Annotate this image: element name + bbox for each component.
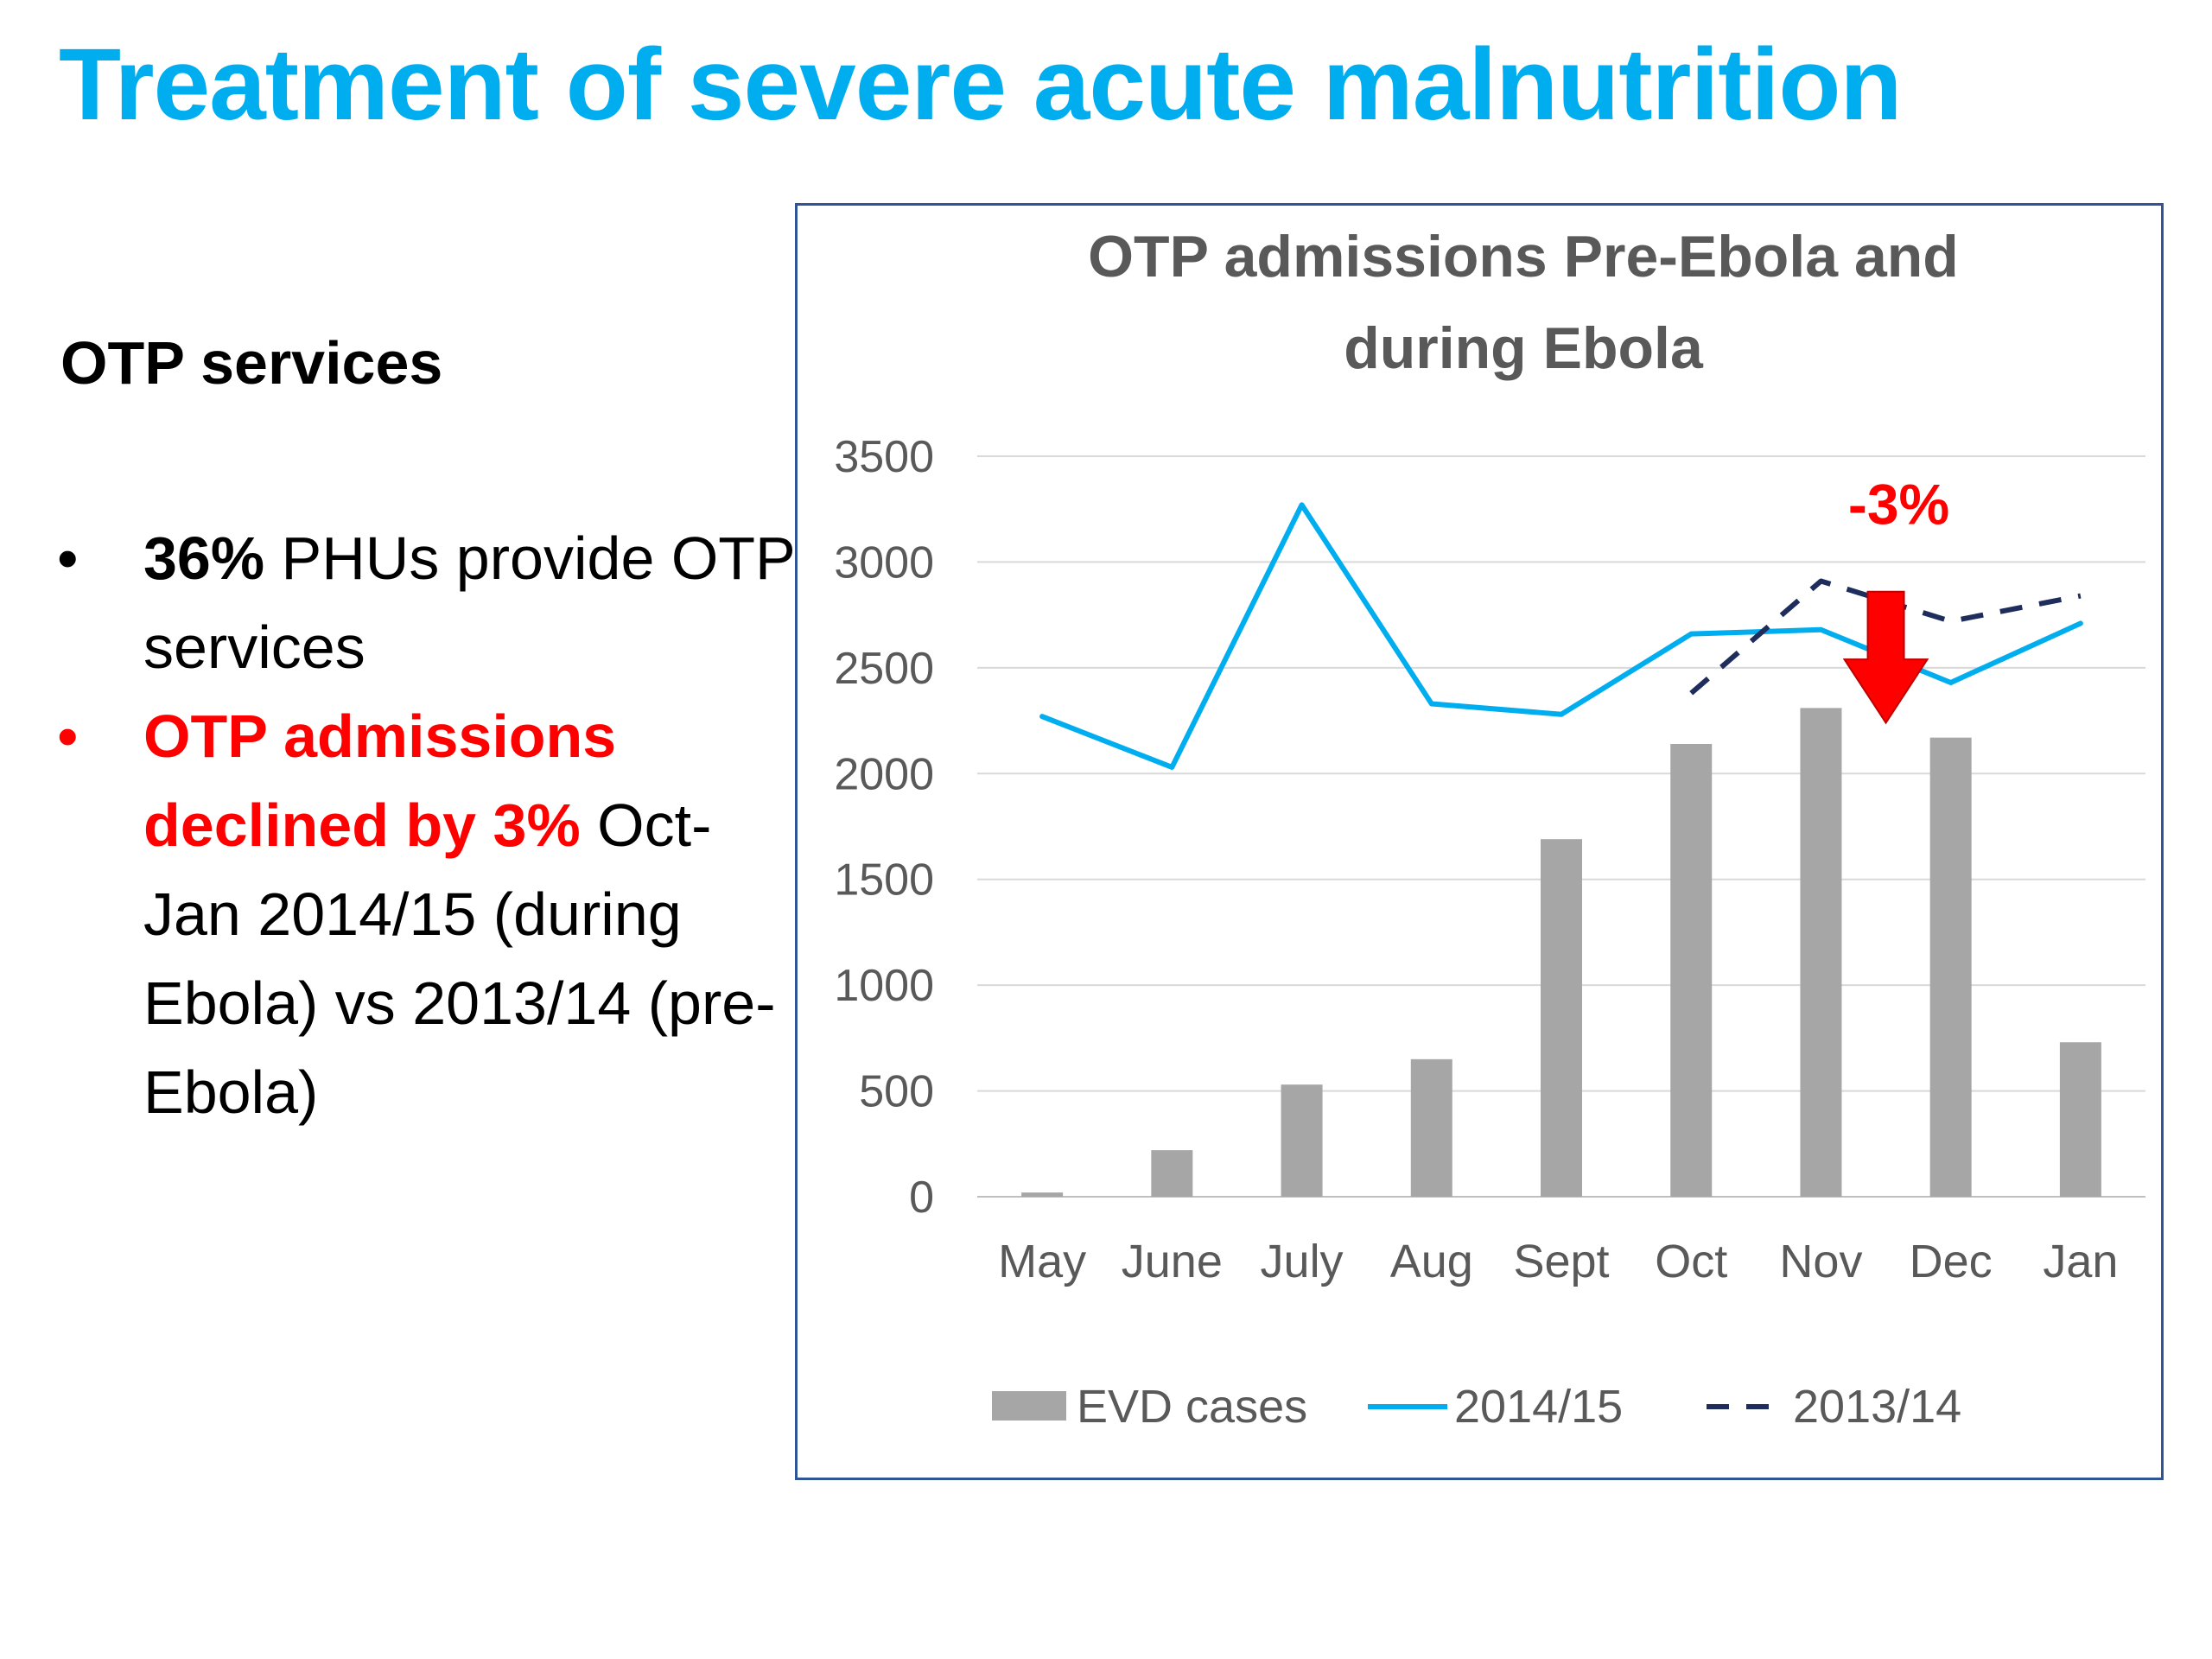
x-tick-label: Jan	[2043, 1236, 2118, 1287]
y-tick-label: 500	[859, 1067, 934, 1117]
y-tick-label: 3000	[834, 537, 934, 588]
bullet-bold-text: OTP admissions declined by 3%	[143, 702, 617, 859]
legend-label: 2014/15	[1454, 1381, 1623, 1433]
x-tick-label: June	[1122, 1236, 1223, 1287]
x-tick-label: Aug	[1390, 1236, 1473, 1287]
bullet-bold-text: 36%	[143, 524, 265, 592]
legend-swatch-bar	[992, 1391, 1066, 1421]
bar-evd-cases	[1021, 1192, 1064, 1197]
bar-evd-cases	[2059, 1042, 2101, 1197]
bar-evd-cases	[1670, 744, 1713, 1197]
section-heading: OTP services	[60, 329, 443, 397]
chart-container: OTP admissions Pre-Ebola and during Ebola…	[795, 203, 2164, 1480]
y-tick-label: 1000	[834, 961, 934, 1011]
x-tick-label: Nov	[1779, 1236, 1862, 1287]
legend-label: 2013/14	[1793, 1381, 1961, 1433]
x-tick-label: Dec	[1910, 1236, 1993, 1287]
bullet-item: • 36% PHUs provide OTP services	[57, 514, 800, 692]
chart-svg: OTP admissions Pre-Ebola and during Ebola…	[834, 224, 2145, 1433]
slide-title: Treatment of severe acute malnutrition	[59, 28, 1902, 142]
x-tick-label: May	[998, 1236, 1086, 1287]
y-tick-label: 1500	[834, 855, 934, 906]
down-arrow-icon	[1842, 590, 1929, 725]
y-tick-label: 0	[909, 1173, 934, 1223]
y-tick-label: 3500	[834, 432, 934, 482]
y-tick-label: 2500	[834, 644, 934, 694]
line-series-2014-15	[1039, 502, 2083, 770]
bullet-dot-icon: •	[57, 524, 79, 592]
bullet-text: PHUs provide OTP services	[143, 524, 795, 681]
bar-evd-cases	[1410, 1058, 1452, 1197]
chart-title: OTP admissions Pre-Ebola and	[1088, 224, 1959, 289]
bullet-dot-icon: •	[57, 702, 79, 770]
bullet-item: • OTP admissions declined by 3% Oct- Jan…	[57, 692, 800, 1137]
bar-evd-cases	[1151, 1150, 1193, 1197]
bar-evd-cases	[1541, 839, 1582, 1197]
x-tick-label: July	[1261, 1236, 1344, 1287]
y-tick-label: 2000	[834, 749, 934, 799]
annotation-label: -3%	[1848, 472, 1949, 536]
x-tick-label: Oct	[1655, 1236, 1727, 1287]
x-tick-label: Sept	[1513, 1236, 1609, 1287]
bullet-text: Oct- Jan 2014/15 (during Ebola) vs 2013/…	[143, 791, 776, 1126]
bar-evd-cases	[1281, 1084, 1323, 1197]
chart-title: during Ebola	[1344, 315, 1704, 381]
bar-evd-cases	[1929, 737, 1972, 1197]
bar-evd-cases	[1800, 708, 1842, 1197]
legend-label: EVD cases	[1077, 1381, 1307, 1433]
bullet-list: • 36% PHUs provide OTP services • OTP ad…	[57, 514, 800, 1137]
